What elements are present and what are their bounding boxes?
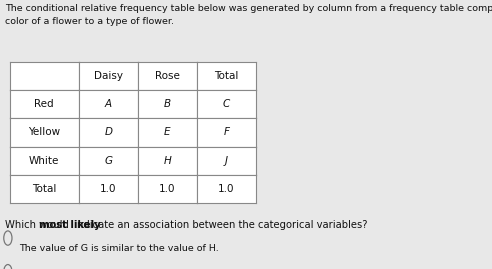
Text: B: B [164, 99, 171, 109]
Text: 1.0: 1.0 [100, 184, 117, 194]
Text: C: C [223, 99, 230, 109]
Text: White: White [29, 156, 60, 166]
Text: Red: Red [34, 99, 54, 109]
Text: color of a flower to a type of flower.: color of a flower to a type of flower. [5, 17, 174, 26]
Text: F: F [223, 128, 229, 137]
Text: The value of G is similar to the value of H.: The value of G is similar to the value o… [19, 244, 218, 253]
Text: A: A [105, 99, 112, 109]
Text: Yellow: Yellow [28, 128, 61, 137]
Text: J: J [225, 156, 228, 166]
Text: Total: Total [214, 71, 239, 81]
Text: most likely: most likely [39, 220, 101, 230]
Text: G: G [104, 156, 112, 166]
Text: Rose: Rose [155, 71, 180, 81]
Text: The conditional relative frequency table below was generated by column from a fr: The conditional relative frequency table… [5, 4, 492, 13]
Text: H: H [163, 156, 171, 166]
Text: E: E [164, 128, 171, 137]
Text: D: D [104, 128, 112, 137]
Text: Which would: Which would [5, 220, 72, 230]
Text: indicate an association between the categorical variables?: indicate an association between the cate… [70, 220, 367, 230]
Text: 1.0: 1.0 [218, 184, 235, 194]
Text: 1.0: 1.0 [159, 184, 176, 194]
Text: Total: Total [32, 184, 57, 194]
Text: Daisy: Daisy [94, 71, 123, 81]
